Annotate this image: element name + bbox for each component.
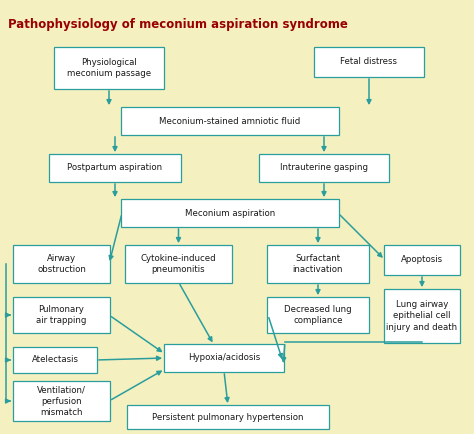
FancyBboxPatch shape	[267, 245, 369, 283]
Text: Physiological
meconium passage: Physiological meconium passage	[67, 58, 151, 78]
Text: Surfactant
inactivation: Surfactant inactivation	[293, 254, 343, 274]
Text: Hypoxia/acidosis: Hypoxia/acidosis	[188, 354, 260, 362]
Text: Intrauterine gasping: Intrauterine gasping	[280, 164, 368, 172]
FancyBboxPatch shape	[384, 245, 460, 275]
Text: Pathophysiology of meconium aspiration syndrome: Pathophysiology of meconium aspiration s…	[8, 18, 348, 31]
FancyBboxPatch shape	[127, 405, 329, 429]
Text: Ventilation/
perfusion
mismatch: Ventilation/ perfusion mismatch	[37, 385, 86, 417]
Text: Postpartum aspiration: Postpartum aspiration	[67, 164, 163, 172]
Text: Atelectasis: Atelectasis	[31, 355, 79, 365]
FancyBboxPatch shape	[54, 47, 164, 89]
FancyBboxPatch shape	[267, 297, 369, 333]
FancyBboxPatch shape	[13, 245, 110, 283]
Text: Airway
obstruction: Airway obstruction	[37, 254, 86, 274]
Text: Meconium-stained amniotic fluid: Meconium-stained amniotic fluid	[159, 116, 301, 125]
FancyBboxPatch shape	[121, 107, 339, 135]
FancyBboxPatch shape	[49, 154, 181, 182]
FancyBboxPatch shape	[121, 199, 339, 227]
FancyBboxPatch shape	[13, 297, 110, 333]
FancyBboxPatch shape	[13, 381, 110, 421]
FancyBboxPatch shape	[314, 47, 424, 77]
Text: Pulmonary
air trapping: Pulmonary air trapping	[36, 305, 87, 325]
FancyBboxPatch shape	[259, 154, 389, 182]
FancyBboxPatch shape	[125, 245, 232, 283]
Text: Fetal distress: Fetal distress	[340, 57, 398, 66]
Text: Persistent pulmonary hypertension: Persistent pulmonary hypertension	[152, 412, 304, 421]
Text: Apoptosis: Apoptosis	[401, 256, 443, 264]
Text: Cytokine-induced
pneumonitis: Cytokine-induced pneumonitis	[141, 254, 216, 274]
Text: Decreased lung
compliance: Decreased lung compliance	[284, 305, 352, 325]
FancyBboxPatch shape	[13, 347, 97, 373]
Text: Lung airway
epithelial cell
injury and death: Lung airway epithelial cell injury and d…	[386, 300, 457, 332]
FancyBboxPatch shape	[384, 289, 460, 343]
Text: Meconium aspiration: Meconium aspiration	[185, 208, 275, 217]
FancyBboxPatch shape	[164, 344, 284, 372]
